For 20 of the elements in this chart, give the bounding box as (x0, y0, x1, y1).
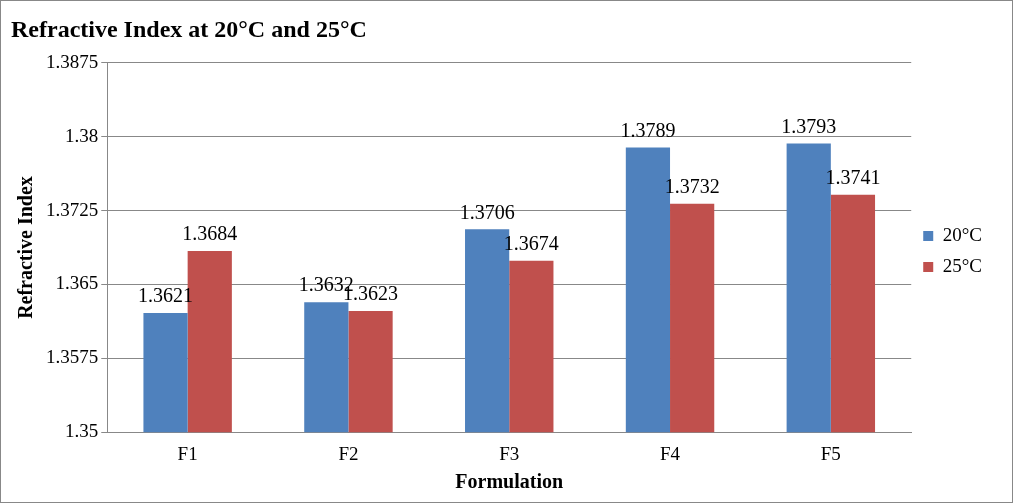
x-tick-label: F5 (820, 442, 841, 464)
data-label: 1.3789 (620, 118, 676, 141)
legend-label: 20°C (942, 223, 983, 245)
y-tick-label: 1.3875 (46, 50, 99, 72)
data-label: 1.3793 (781, 114, 837, 137)
x-tick-label: F2 (338, 442, 359, 464)
x-tick-label: F4 (660, 442, 681, 464)
y-axis-title: Refractive Index (14, 176, 37, 319)
chart-title: Refractive Index at 20°C and 25°C (11, 15, 367, 42)
data-label: 1.3684 (182, 222, 238, 245)
y-tick-label: 1.3575 (46, 346, 99, 368)
x-tick-label: F3 (499, 442, 520, 464)
data-label: 1.3706 (459, 200, 515, 223)
y-tick-label: 1.35 (65, 420, 99, 442)
y-tick-label: 1.3725 (46, 198, 99, 220)
y-tick-label: 1.38 (65, 124, 99, 146)
legend-label: 25°C (942, 254, 983, 276)
x-axis-title: Formulation (455, 470, 564, 493)
x-tick-label: F1 (177, 442, 198, 464)
y-tick-label: 1.365 (55, 272, 99, 294)
